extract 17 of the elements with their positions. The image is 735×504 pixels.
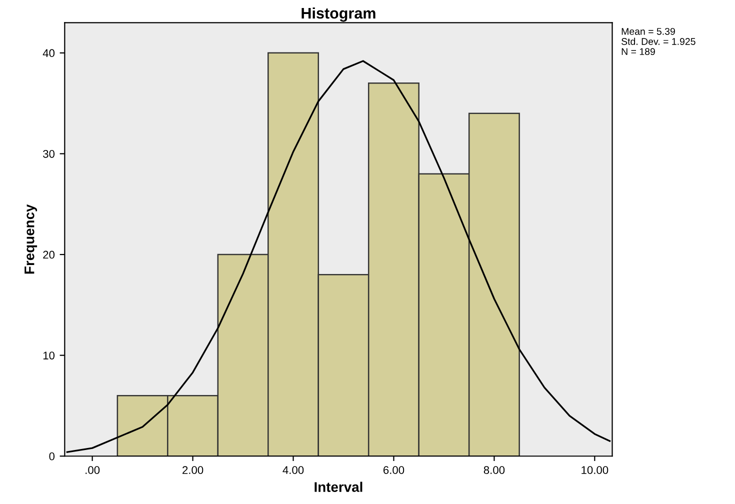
x-tick-label: .00 [86,466,100,474]
x-tick-label: 2.00 [182,466,204,474]
y-tick-label: 20 [43,250,55,259]
y-axis-title: Frequency [24,204,38,274]
y-tick-label: 40 [42,49,55,58]
text: Std. Dev. = 1.925 [622,38,696,45]
x-tick-label: 10.00 [582,466,608,474]
chart-title: Histogram [302,7,376,22]
y-tick-label: 30 [43,150,55,158]
y-tick-label: 10 [43,352,55,360]
x-tick-label: 8.00 [484,466,505,474]
x-tick-label: 6.00 [383,466,404,474]
x-tick-label: 4.00 [282,466,304,474]
y-tick-label: 0 [49,452,55,460]
x-axis-title: Interval [314,482,362,492]
text: N = 189 [622,48,655,56]
text: Mean = 5.39 [622,28,675,35]
